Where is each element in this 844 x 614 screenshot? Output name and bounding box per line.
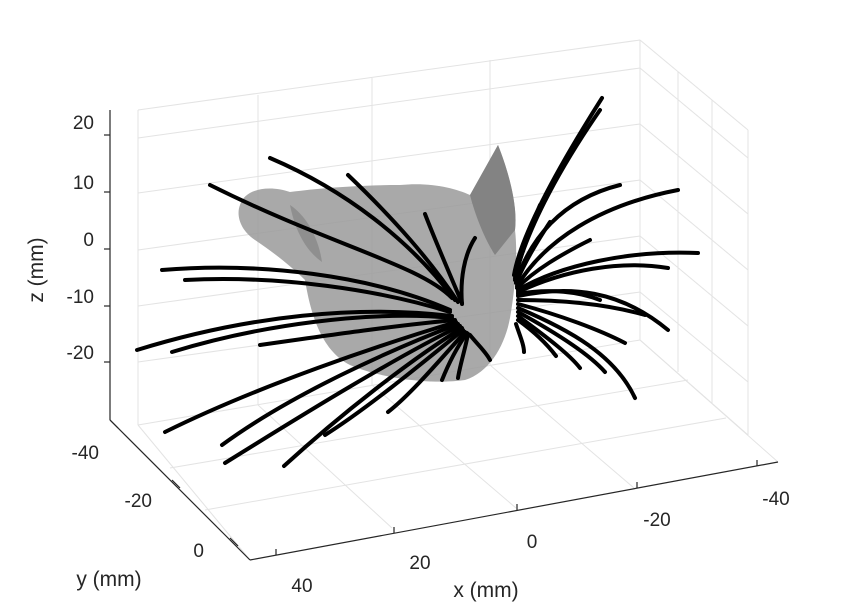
whisker-lines <box>135 96 700 468</box>
z-tick-label: -20 <box>67 343 94 364</box>
whisker-line <box>183 277 452 314</box>
whisker-line <box>514 220 552 285</box>
whisker-line <box>516 289 602 302</box>
x-tick-label: 20 <box>409 553 430 574</box>
y-tick-label: -20 <box>125 491 152 512</box>
whisker-line <box>163 320 458 434</box>
x-tick-label: 0 <box>527 532 538 553</box>
y-tick-label: 0 <box>193 541 204 562</box>
whisker-line <box>160 265 452 312</box>
z-tick-label: 20 <box>73 113 94 134</box>
whisker-line <box>516 314 582 370</box>
whisker-line <box>513 203 542 282</box>
z-tick-label: 10 <box>73 173 94 194</box>
whisker-line <box>459 236 477 306</box>
whisker-line <box>386 330 467 414</box>
x-tick-label: -20 <box>643 510 670 531</box>
y-tick-labels: -40 -20 0 <box>72 443 204 562</box>
whisker-line <box>516 318 558 358</box>
whisker-line <box>258 318 457 347</box>
y-axis-label: y (mm) <box>76 568 141 591</box>
whisker-line <box>323 328 465 437</box>
whisker-line <box>440 331 469 382</box>
whisker-line <box>456 332 470 380</box>
whisker-line <box>516 310 607 374</box>
whisker-line <box>346 173 460 304</box>
x-tick-label: -40 <box>762 489 789 510</box>
x-axis-label: x (mm) <box>453 579 518 602</box>
axis-lines <box>104 110 779 561</box>
whisker-line <box>208 183 454 300</box>
whisker-line <box>516 263 670 294</box>
whisker-line <box>516 250 700 292</box>
y-tick-label: -40 <box>72 443 99 464</box>
whisker-line <box>268 156 457 302</box>
x-tick-labels: 40 20 0 -20 -40 <box>291 489 789 597</box>
z-tick-label: -10 <box>67 287 94 308</box>
whisker-line <box>135 309 454 352</box>
x-tick-label: 40 <box>291 576 312 597</box>
whisker-line <box>170 313 454 354</box>
whisker-line <box>514 322 526 354</box>
z-tick-labels: 20 10 0 -10 -20 <box>67 113 94 364</box>
z-axis-label: z (mm) <box>25 237 48 302</box>
whisker-line <box>515 238 592 290</box>
whisker-line <box>468 333 492 362</box>
whisker-line <box>282 326 464 468</box>
whisker-line <box>515 188 680 288</box>
whisker-line <box>516 302 627 345</box>
z-tick-label: 0 <box>83 230 94 251</box>
whisker-line <box>516 306 637 400</box>
whisker-line <box>423 212 464 305</box>
whisker-line <box>516 298 647 317</box>
whisker-line <box>223 324 462 465</box>
whisker-line <box>220 322 460 447</box>
